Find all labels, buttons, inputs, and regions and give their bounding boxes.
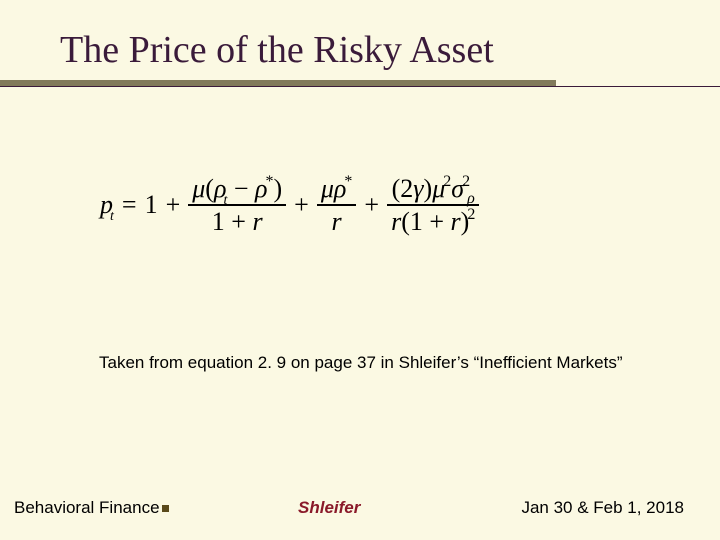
eq-term-3-den: r bbox=[328, 208, 346, 235]
eq-term-4-num: (2γ)μ2σ2ρ bbox=[388, 175, 479, 202]
footer-bullet-icon bbox=[162, 505, 169, 512]
footer-left: Behavioral Finance bbox=[14, 498, 173, 518]
eq-term-1: 1 bbox=[145, 190, 158, 220]
eq-equals: = bbox=[122, 190, 137, 220]
slide: The Price of the Risky Asset pt = 1 + μ(… bbox=[0, 0, 720, 540]
fraction-bar bbox=[188, 204, 286, 205]
eq-lhs-sub: t bbox=[110, 209, 114, 224]
slide-footer: Behavioral Finance Shleifer Jan 30 & Feb… bbox=[0, 498, 720, 518]
footer-right: Jan 30 & Feb 1, 2018 bbox=[521, 498, 684, 518]
eq-term-2: μ(ρt − ρ*) 1 + r bbox=[188, 175, 286, 235]
rule-thin bbox=[0, 86, 720, 87]
eq-term-3: μρ* r bbox=[317, 175, 357, 235]
footer-mid: Shleifer bbox=[298, 498, 360, 518]
equation-caption: Taken from equation 2. 9 on page 37 in S… bbox=[99, 353, 623, 373]
eq-term-4: (2γ)μ2σ2ρ r(1 + r)2 bbox=[387, 175, 479, 235]
eq-term-2-num: μ(ρt − ρ*) bbox=[188, 175, 286, 202]
eq-plus-3: + bbox=[364, 190, 379, 220]
eq-lhs: pt bbox=[100, 190, 114, 220]
eq-term-4-den: r(1 + r)2 bbox=[387, 208, 479, 235]
equation: pt = 1 + μ(ρt − ρ*) 1 + r + μρ* r + (2γ)… bbox=[100, 175, 660, 275]
eq-plus-2: + bbox=[294, 190, 309, 220]
fraction-bar bbox=[317, 204, 357, 205]
fraction-bar bbox=[387, 204, 479, 205]
title-rule bbox=[34, 80, 678, 94]
eq-term-3-num: μρ* bbox=[317, 175, 357, 202]
slide-title: The Price of the Risky Asset bbox=[60, 28, 678, 72]
eq-term-2-den: 1 + r bbox=[208, 208, 267, 235]
eq-plus-1: + bbox=[166, 190, 181, 220]
